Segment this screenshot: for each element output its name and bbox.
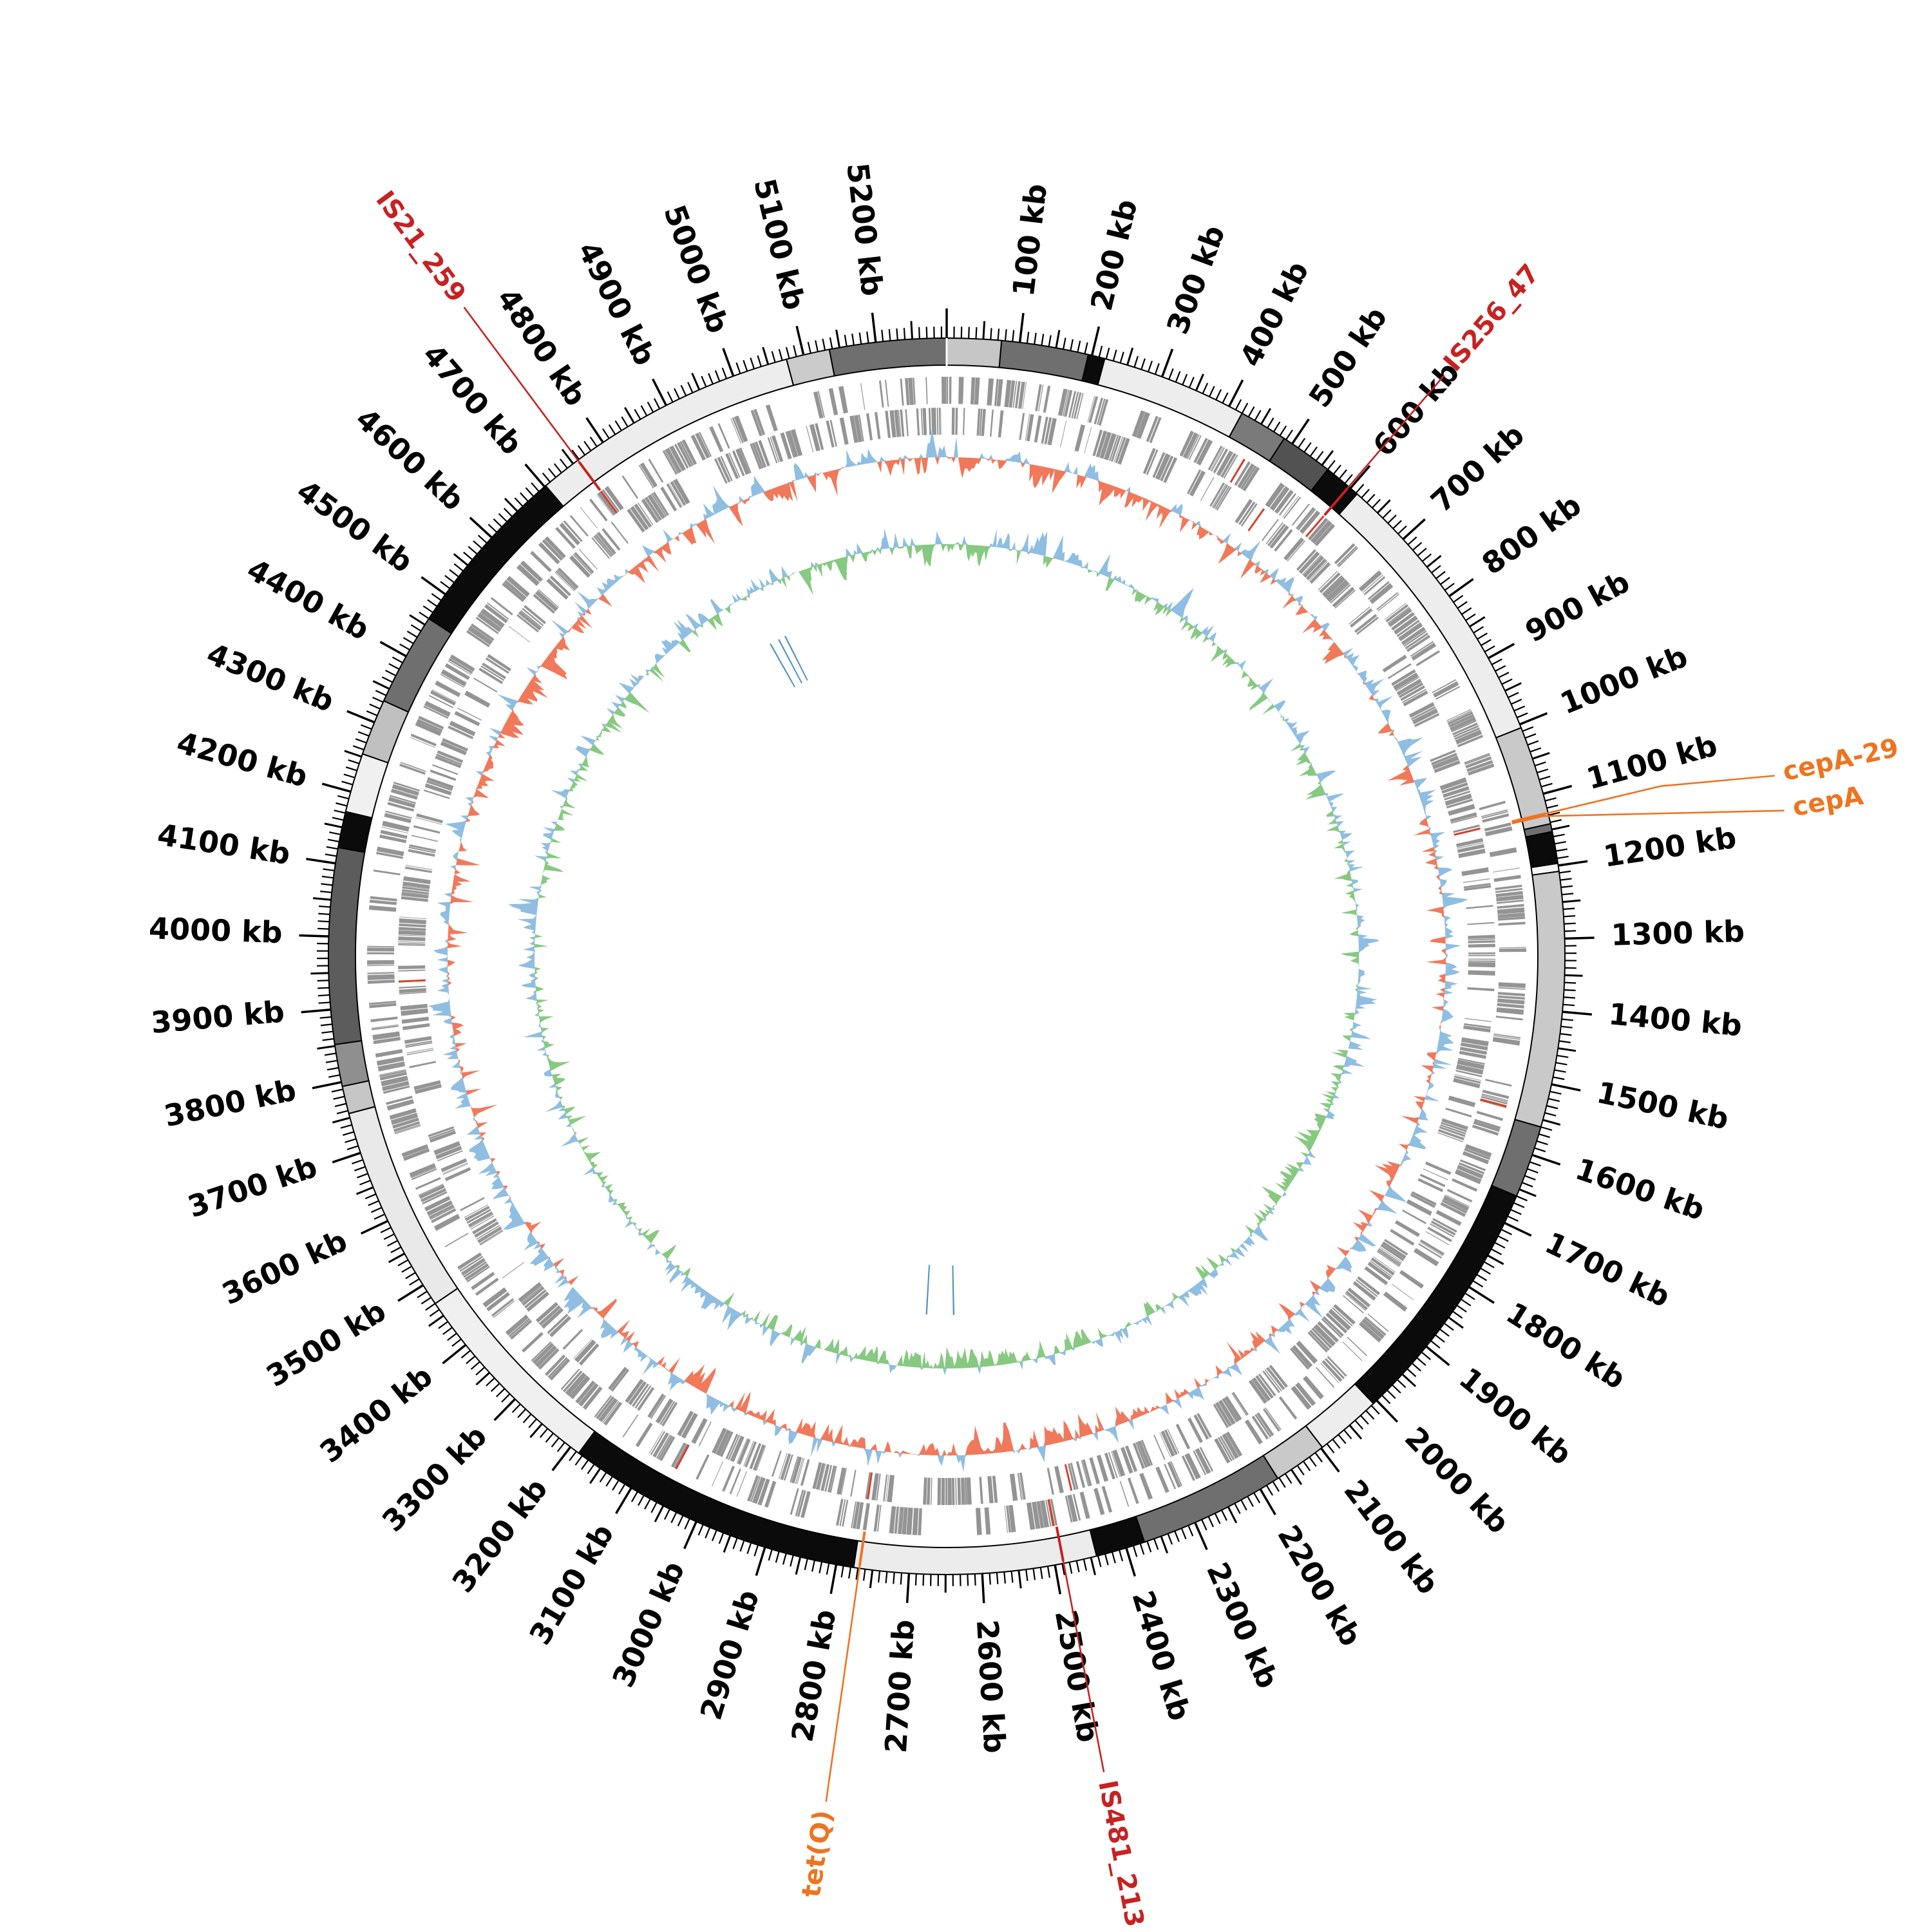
ruler-label: 5200 kb	[840, 161, 889, 298]
gc-content-positive	[428, 428, 1468, 1473]
ruler-label: 5000 kb	[657, 200, 735, 337]
ruler-label: 3000 kb	[605, 1556, 691, 1692]
annotation-label: cepA	[1790, 781, 1866, 822]
annotation-label: IS256_47	[1438, 259, 1546, 377]
ruler-label: 1100 kb	[1583, 728, 1721, 797]
annotation-line	[1540, 810, 1785, 817]
ruler-label: 2900 kb	[694, 1586, 766, 1723]
ruler-label: 200 kb	[1084, 196, 1144, 314]
ruler-label: 4300 kb	[202, 636, 339, 719]
ruler-label: 3300 kb	[375, 1419, 494, 1539]
ruler-label: 2700 kb	[878, 1618, 922, 1754]
ruler-label: 2200 kb	[1271, 1519, 1368, 1652]
ruler-label: 2000 kb	[1398, 1420, 1516, 1540]
ruler-label: 3600 kb	[217, 1223, 353, 1312]
feature-dash	[1323, 488, 1349, 516]
ruler-label: 3100 kb	[522, 1518, 620, 1651]
contig-segment	[1354, 1184, 1518, 1405]
contig-segment	[998, 339, 1090, 382]
feature-dash	[858, 1531, 866, 1566]
annotation-line	[1343, 374, 1445, 493]
ruler-label: 300 kb	[1160, 221, 1232, 339]
ruler-label: 1400 kb	[1607, 996, 1744, 1043]
contig-segment	[345, 753, 389, 819]
ruler-ticks	[299, 308, 1595, 1604]
contig-segment	[853, 1529, 1098, 1575]
ruler-label: 1900 kb	[1453, 1361, 1578, 1472]
ruler-label: 400 kb	[1233, 256, 1315, 372]
ruler-label: 1800 kb	[1500, 1295, 1631, 1396]
feature-dash	[1511, 812, 1546, 823]
annotation-line	[1540, 775, 1775, 816]
ruler-label: 700 kb	[1424, 417, 1531, 519]
gc-content-track	[428, 428, 1468, 1473]
ruler-label: 2100 kb	[1337, 1473, 1446, 1601]
ruler-label: 4900 kb	[571, 236, 663, 371]
annotation-line	[463, 307, 583, 467]
ruler-label: 900 kb	[1519, 564, 1635, 649]
mid-ticks	[310, 321, 1583, 1593]
major-ticks	[299, 308, 1595, 1604]
gc-skew-positive	[508, 528, 1379, 1376]
ruler-label: 4600 kb	[349, 401, 471, 517]
contig-segment	[1097, 357, 1244, 438]
annotation-line	[1061, 1555, 1105, 1772]
contig-segment	[1089, 1515, 1146, 1557]
ruler-label: 4200 kb	[173, 725, 311, 794]
contig-ring	[328, 337, 1566, 1575]
ruler-label: 5100 kb	[747, 175, 812, 313]
feature-dash	[1511, 813, 1546, 824]
annotation-label: tet(Q)	[797, 1808, 838, 1899]
annotation-label: IS21_259	[370, 185, 471, 308]
ruler-label: 3500 kb	[260, 1293, 392, 1394]
ruler-label: 4100 kb	[155, 817, 292, 871]
contig-segment	[1338, 493, 1522, 739]
contig-segment	[785, 348, 835, 386]
ruler-label: 2400 kb	[1125, 1587, 1197, 1725]
ruler-label: 3400 kb	[313, 1359, 439, 1470]
ruler-label: 800 kb	[1475, 488, 1587, 582]
ruler-label: 4400 kb	[242, 552, 375, 647]
ruler-label: 4000 kb	[148, 911, 283, 950]
gene-track-reverse	[398, 408, 1495, 1505]
annotation-line	[825, 1560, 862, 1802]
ruler-label: 4800 kb	[490, 282, 593, 413]
contig-segment	[946, 337, 1003, 368]
ruler-label: 2600 kb	[970, 1619, 1012, 1754]
contig-segment	[334, 1039, 370, 1088]
ruler-label: 3200 kb	[445, 1472, 554, 1599]
gc-skew-track	[508, 528, 1379, 1376]
ruler-label: 1000 kb	[1555, 639, 1692, 721]
ruler-label: 1500 kb	[1594, 1075, 1732, 1137]
core-ring-gaps	[587, 596, 1307, 1316]
gc-skew-negative	[535, 544, 1359, 1368]
contig-segment	[1524, 831, 1559, 869]
ruler-label: 1600 kb	[1571, 1151, 1709, 1227]
ruler-label: 1200 kb	[1601, 820, 1738, 874]
feature-dash	[578, 461, 601, 491]
ruler-label: 4700 kb	[416, 337, 529, 462]
ruler-label: 100 kb	[1006, 182, 1054, 298]
ruler-label: 1300 kb	[1611, 914, 1745, 952]
ruler-label: 3800 kb	[161, 1072, 299, 1133]
ruler-label: 4500 kb	[290, 473, 419, 580]
ruler-label: 2500 kb	[1048, 1607, 1106, 1745]
ruler-label: 2800 kb	[784, 1607, 842, 1745]
ruler-label: 500 kb	[1302, 301, 1394, 414]
contig-segment	[328, 846, 366, 1046]
ruler-label: 3900 kb	[149, 994, 285, 1041]
annotation-label: IS481_213	[1092, 1778, 1150, 1929]
ruler-label: 3700 kb	[184, 1149, 321, 1224]
core-ring-slivers	[770, 636, 955, 1315]
annotation-label: cepA-29	[1780, 733, 1901, 787]
contig-segment	[337, 810, 373, 853]
core-genome-ring	[587, 596, 1307, 1316]
ruler-label: 2300 kb	[1200, 1557, 1285, 1694]
contig-segment	[361, 699, 410, 764]
ruler-label: 1700 kb	[1540, 1225, 1676, 1314]
minor-ticks	[316, 326, 1577, 1587]
feature-dash	[1055, 1526, 1065, 1562]
